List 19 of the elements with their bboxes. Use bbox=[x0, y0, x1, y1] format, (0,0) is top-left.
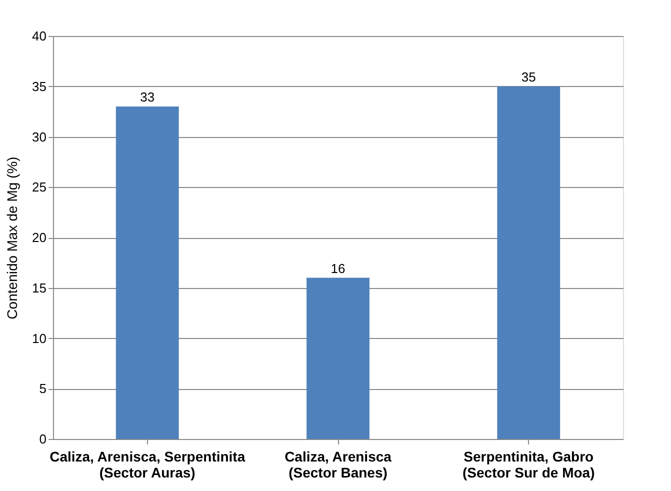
data-label: 35 bbox=[521, 69, 536, 84]
y-axis-title: Contenido Max de Mg (%) bbox=[4, 156, 20, 320]
x-tick-label: Serpentinita, Gabro (Sector Sur de Moa) bbox=[462, 448, 595, 480]
data-label: 16 bbox=[330, 260, 346, 276]
y-tick-label: 30 bbox=[32, 129, 46, 144]
bar bbox=[116, 106, 179, 439]
x-tick-label: Caliza, Arenisca, Serpentinita (Sector Auras) bbox=[50, 448, 246, 480]
y-tick-label: 10 bbox=[32, 330, 46, 346]
y-tick-label: 40 bbox=[32, 28, 46, 44]
y-tick-label: 15 bbox=[32, 280, 46, 296]
y-tick-label: 0 bbox=[39, 432, 46, 446]
y-tick-label: 35 bbox=[32, 78, 46, 94]
x-tick-label: Caliza, Arenisca (Sector Banes) bbox=[284, 448, 392, 480]
bar bbox=[497, 86, 560, 439]
y-tick-label: 5 bbox=[39, 381, 46, 396]
y-tick-label: 25 bbox=[32, 180, 46, 195]
data-label: 33 bbox=[140, 90, 155, 105]
bar bbox=[306, 278, 370, 439]
y-tick-label: 20 bbox=[32, 230, 46, 245]
